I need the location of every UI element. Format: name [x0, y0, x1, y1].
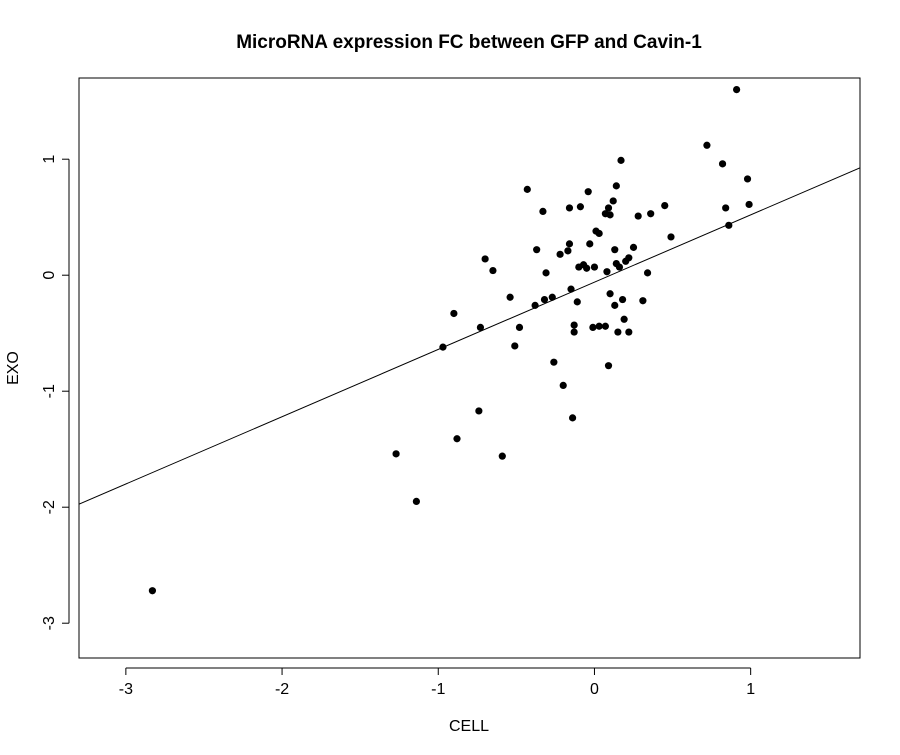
data-point — [611, 301, 619, 309]
data-point — [392, 450, 400, 458]
data-point — [595, 229, 603, 238]
x-tick-label: 1 — [746, 681, 755, 698]
data-point — [567, 285, 575, 293]
data-point — [570, 321, 578, 329]
data-point — [667, 233, 675, 241]
data-point — [604, 204, 613, 212]
data-point — [647, 210, 655, 218]
data-point — [604, 362, 613, 370]
data-point — [498, 452, 506, 460]
data-point — [609, 197, 617, 205]
data-point — [603, 268, 611, 276]
data-point — [565, 240, 574, 248]
data-point — [611, 246, 619, 254]
data-point — [625, 254, 633, 262]
data-point — [576, 203, 585, 211]
plot-frame — [78, 77, 861, 659]
data-point — [559, 381, 567, 389]
data-point — [601, 322, 609, 330]
x-tick-label: 0 — [590, 681, 599, 698]
data-point — [542, 269, 550, 277]
data-point — [615, 263, 624, 271]
data-point — [453, 435, 461, 443]
data-point — [590, 263, 599, 271]
data-point — [612, 182, 620, 190]
data-point — [606, 290, 614, 298]
data-point — [617, 156, 625, 164]
data-point — [661, 202, 669, 210]
data-point — [722, 204, 730, 212]
y-axis-label: EXO — [5, 351, 22, 385]
y-tick-label: -3 — [41, 616, 58, 630]
x-tick-label: -1 — [431, 681, 445, 698]
data-point — [595, 322, 603, 330]
data-point — [570, 328, 578, 336]
data-point — [606, 211, 614, 219]
data-point — [733, 86, 741, 94]
x-axis-label: CELL — [449, 718, 489, 735]
data-point — [148, 587, 157, 595]
chart-title: MicroRNA expression FC between GFP and C… — [236, 32, 702, 53]
data-point — [533, 246, 541, 254]
data-point — [489, 266, 497, 275]
regression-line-group — [79, 167, 860, 505]
y-tick-label: 0 — [41, 271, 58, 280]
data-points — [148, 86, 753, 595]
data-point — [584, 188, 592, 196]
data-point — [476, 323, 485, 331]
data-point — [515, 323, 524, 331]
x-tick-label: -3 — [119, 681, 133, 698]
data-point — [629, 243, 638, 251]
data-point — [589, 323, 597, 331]
data-point — [565, 204, 574, 212]
y-tick-label: -2 — [41, 500, 58, 514]
data-point — [481, 255, 489, 263]
data-point — [583, 264, 591, 272]
data-point — [439, 343, 447, 351]
data-point — [475, 407, 483, 415]
data-point — [523, 185, 531, 193]
data-point — [634, 212, 642, 220]
data-point — [745, 200, 753, 209]
data-point — [511, 342, 519, 350]
data-point — [703, 141, 711, 149]
data-point — [550, 358, 558, 366]
data-point — [548, 293, 556, 301]
data-point — [586, 240, 594, 248]
data-point — [620, 315, 628, 323]
x-axis: -3 -2 -1 0 1 — [119, 667, 755, 698]
data-point — [556, 250, 564, 258]
data-point — [725, 221, 733, 229]
data-point — [718, 160, 727, 168]
data-point — [639, 297, 647, 305]
data-point — [614, 328, 622, 336]
x-tick-label: -2 — [275, 681, 289, 698]
y-tick-label: 1 — [41, 155, 58, 164]
data-point — [412, 497, 420, 505]
y-axis: -3 -2 -1 0 1 — [41, 155, 70, 630]
data-point — [450, 309, 458, 318]
data-point — [564, 247, 572, 255]
data-point — [539, 207, 547, 215]
data-point — [506, 293, 514, 301]
data-point — [573, 298, 581, 306]
y-tick-label: -1 — [41, 384, 58, 398]
data-point — [618, 295, 627, 304]
regression-line — [79, 167, 860, 505]
data-point — [531, 301, 539, 309]
data-point — [743, 175, 752, 183]
data-point — [540, 295, 549, 304]
data-point — [643, 269, 652, 277]
data-point — [568, 414, 577, 422]
data-point — [625, 328, 633, 336]
